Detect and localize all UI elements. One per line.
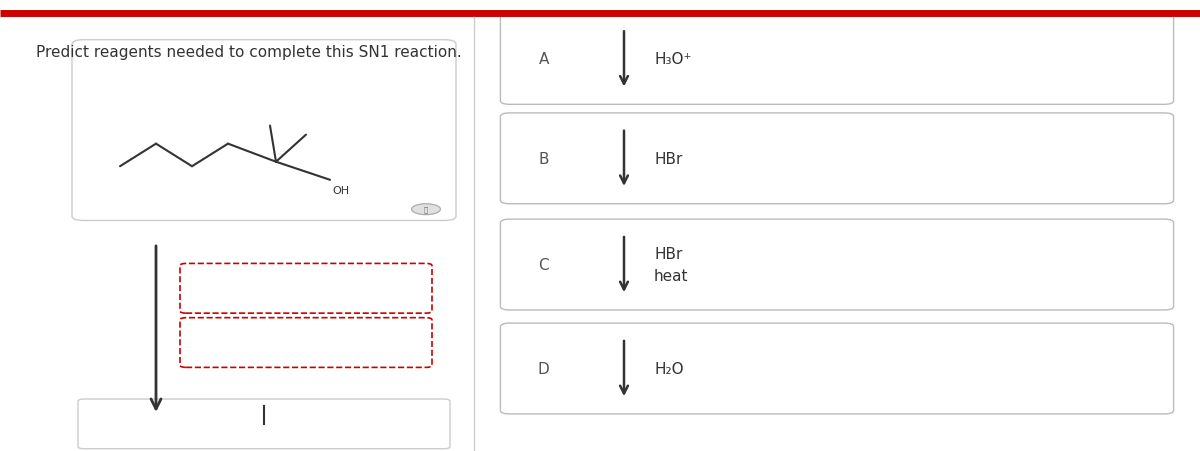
FancyBboxPatch shape bbox=[500, 14, 1174, 105]
Text: A: A bbox=[539, 52, 548, 67]
Circle shape bbox=[412, 204, 440, 215]
Text: HBr: HBr bbox=[654, 152, 683, 166]
FancyBboxPatch shape bbox=[72, 41, 456, 221]
FancyBboxPatch shape bbox=[180, 318, 432, 368]
FancyBboxPatch shape bbox=[500, 220, 1174, 310]
FancyBboxPatch shape bbox=[180, 264, 432, 313]
FancyBboxPatch shape bbox=[78, 399, 450, 449]
FancyBboxPatch shape bbox=[500, 323, 1174, 414]
Text: D: D bbox=[538, 361, 550, 376]
Text: H₃O⁺: H₃O⁺ bbox=[654, 52, 691, 67]
Text: 🔍: 🔍 bbox=[424, 207, 428, 213]
Text: heat: heat bbox=[654, 269, 689, 284]
Text: HBr: HBr bbox=[654, 246, 683, 261]
Text: OH: OH bbox=[332, 186, 349, 196]
Text: C: C bbox=[539, 258, 548, 272]
FancyBboxPatch shape bbox=[500, 114, 1174, 204]
Text: Predict reagents needed to complete this SN1 reaction.: Predict reagents needed to complete this… bbox=[36, 45, 462, 60]
Text: H₂O: H₂O bbox=[654, 361, 684, 376]
Text: B: B bbox=[539, 152, 548, 166]
